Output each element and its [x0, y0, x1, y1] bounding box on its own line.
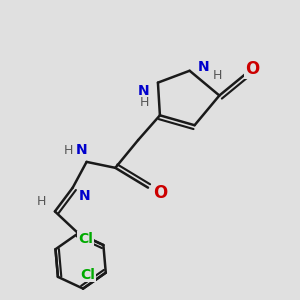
Text: H: H — [36, 195, 46, 208]
Text: O: O — [245, 60, 259, 78]
Text: Cl: Cl — [78, 232, 93, 246]
Text: N: N — [76, 143, 88, 157]
Text: N: N — [79, 189, 90, 202]
Text: N: N — [138, 84, 150, 98]
Text: O: O — [153, 184, 167, 202]
Text: H: H — [140, 96, 149, 109]
Text: H: H — [64, 143, 74, 157]
Text: N: N — [198, 60, 209, 74]
Text: H: H — [213, 69, 222, 82]
Text: Cl: Cl — [80, 268, 95, 282]
